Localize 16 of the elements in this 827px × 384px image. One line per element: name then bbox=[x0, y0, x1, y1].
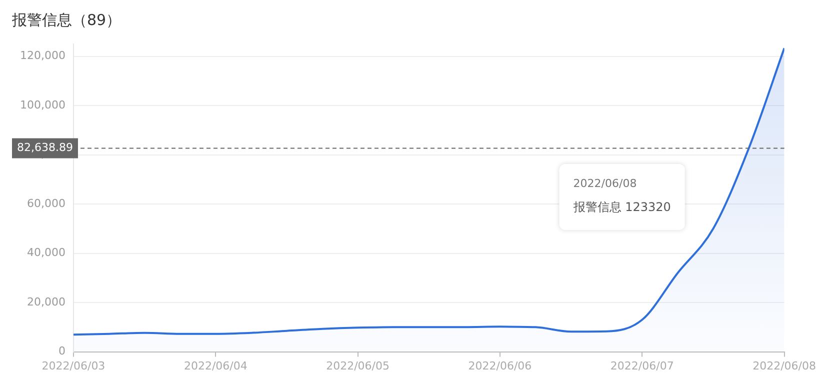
ref-line-label: 82,638.89 bbox=[17, 141, 73, 154]
y-tick-label: 120,000 bbox=[20, 49, 66, 62]
x-tick-label: 2022/06/05 bbox=[326, 359, 390, 372]
annotation: 2022/06/08 bbox=[573, 176, 637, 190]
chart-title: 报警信息（89） bbox=[11, 10, 122, 29]
x-tick-label: 2022/06/04 bbox=[184, 359, 248, 372]
y-tick-label: 40,000 bbox=[26, 246, 66, 260]
y-tick-label: 60,000 bbox=[26, 196, 66, 210]
x-tick-label: 2022/06/03 bbox=[42, 359, 106, 372]
annotation: 报警信息 123320 bbox=[572, 200, 671, 214]
x-tick-label: 2022/06/06 bbox=[468, 359, 532, 372]
y-tick-label: 20,000 bbox=[26, 295, 66, 308]
x-tick-label: 2022/06/08 bbox=[752, 359, 816, 372]
y-tick-label: 100,000 bbox=[20, 98, 66, 112]
y-tick-label: 0 bbox=[58, 344, 66, 358]
x-tick-label: 2022/06/07 bbox=[610, 359, 674, 372]
